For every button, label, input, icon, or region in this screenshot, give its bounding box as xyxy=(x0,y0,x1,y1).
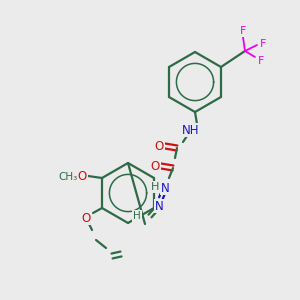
Text: O: O xyxy=(150,160,160,172)
Text: H: H xyxy=(133,211,141,221)
Text: O: O xyxy=(81,212,91,224)
Text: H: H xyxy=(151,182,159,192)
Text: N: N xyxy=(154,200,164,212)
Text: F: F xyxy=(260,39,266,49)
Text: NH: NH xyxy=(182,124,200,136)
Text: F: F xyxy=(258,56,264,66)
Text: CH₃: CH₃ xyxy=(58,172,78,182)
Text: F: F xyxy=(240,26,246,36)
Text: O: O xyxy=(154,140,164,152)
Text: O: O xyxy=(77,169,87,182)
Text: N: N xyxy=(160,182,169,194)
